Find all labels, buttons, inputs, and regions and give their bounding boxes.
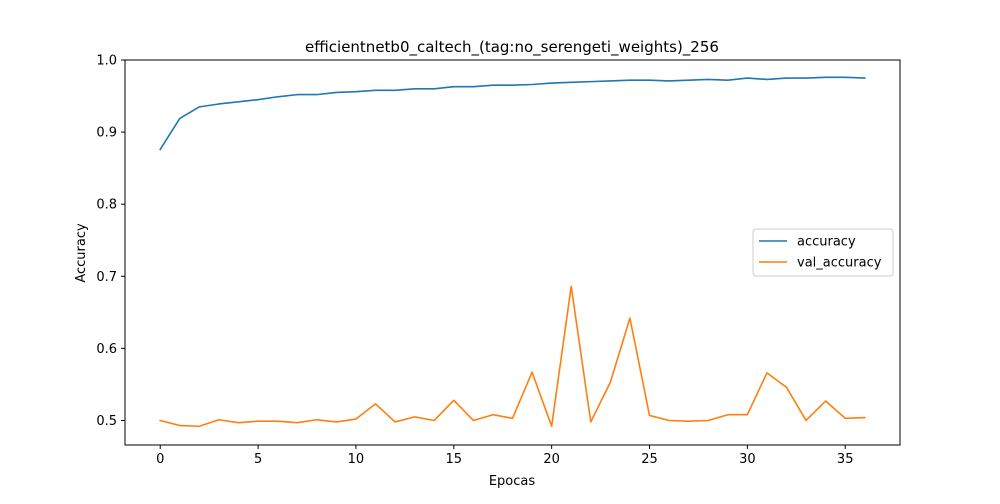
y-tick-label: 0.8 [96,198,117,213]
legend: accuracy val_accuracy [752,228,894,277]
y-tick-label: 0.6 [96,342,117,357]
plot-frame [124,59,901,446]
legend-box [752,228,894,277]
series-line-val-accuracy [159,285,866,428]
x-tick-label: 10 [348,452,365,467]
y-tick-label: 0.9 [96,126,117,141]
y-tick-label: 1.0 [96,54,117,69]
x-tick-label: 30 [739,452,756,467]
x-tick-label: 25 [641,452,658,467]
x-tick-label: 35 [837,452,854,467]
y-tick-label: 0.5 [96,414,117,429]
y-axis: 0.5 0.6 0.7 0.8 0.9 1.0 [96,54,125,429]
y-tick-label: 0.7 [96,270,117,285]
x-tick-label: 15 [446,452,463,467]
x-tick-label: 0 [156,452,164,467]
x-tick-label: 20 [543,452,560,467]
chart-title: efficientnetb0_caltech_(tag:no_serengeti… [305,38,719,57]
x-axis-label: Epocas [489,474,536,489]
x-tick-label: 5 [254,452,262,467]
legend-label: accuracy [797,235,856,250]
legend-label: val_accuracy [797,256,882,271]
plot-lines [159,76,866,428]
x-axis: 0 5 10 15 20 25 30 35 [156,445,853,467]
series-line-accuracy [159,76,866,151]
y-axis-label: Accuracy [74,223,89,283]
